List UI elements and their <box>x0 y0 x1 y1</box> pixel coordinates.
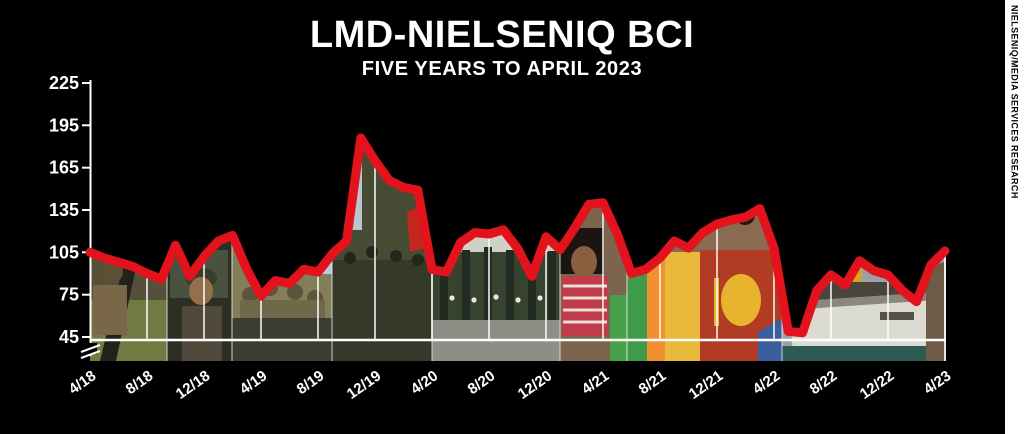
x-axis-label: 12/22 <box>857 367 898 402</box>
y-axis-label: 75 <box>59 285 79 305</box>
x-axis-label: 8/22 <box>807 367 841 398</box>
page-title: LMD-NIELSENIQ BCI <box>309 14 695 56</box>
x-axis: 4/18 8/18 12/18 4/19 8/19 12/19 4/20 8/20 12/20 4… <box>66 367 955 402</box>
x-axis-label: 8/20 <box>465 367 499 398</box>
x-axis-label: 4/22 <box>750 367 784 398</box>
y-axis-break-icon <box>80 343 101 359</box>
credit-strip: NIELSENIQ/MEDIA SERVICES RESEARCH <box>1005 0 1024 434</box>
y-axis-label: 135 <box>49 200 79 220</box>
x-axis-label: 4/18 <box>66 367 100 398</box>
x-axis-label: 4/19 <box>237 367 271 398</box>
y-axis-label: 165 <box>49 158 79 178</box>
bci-line <box>85 133 950 338</box>
x-axis-label: 12/20 <box>515 367 556 402</box>
y-axis-label: 45 <box>59 327 79 347</box>
y-axis-label: 195 <box>49 115 79 135</box>
page-subtitle: FIVE YEARS TO APRIL 2023 <box>361 58 643 80</box>
x-axis-label: 8/21 <box>636 367 670 398</box>
credit-text: NIELSENIQ/MEDIA SERVICES RESEARCH <box>1009 5 1020 199</box>
x-axis-label: 4/20 <box>408 367 442 398</box>
x-axis-label: 12/19 <box>344 367 385 402</box>
y-axis-label: 105 <box>49 242 79 262</box>
x-axis-label: 4/23 <box>921 367 955 398</box>
y-axis-label: 225 <box>49 73 79 93</box>
x-axis-label: 8/18 <box>123 367 157 398</box>
x-axis-label: 8/19 <box>294 367 328 398</box>
x-axis-label: 12/18 <box>173 367 214 402</box>
y-axis: 225 195 165 135 105 75 45 <box>49 73 90 347</box>
x-axis-label: 12/21 <box>686 367 727 402</box>
x-axis-label: 4/21 <box>579 367 613 398</box>
